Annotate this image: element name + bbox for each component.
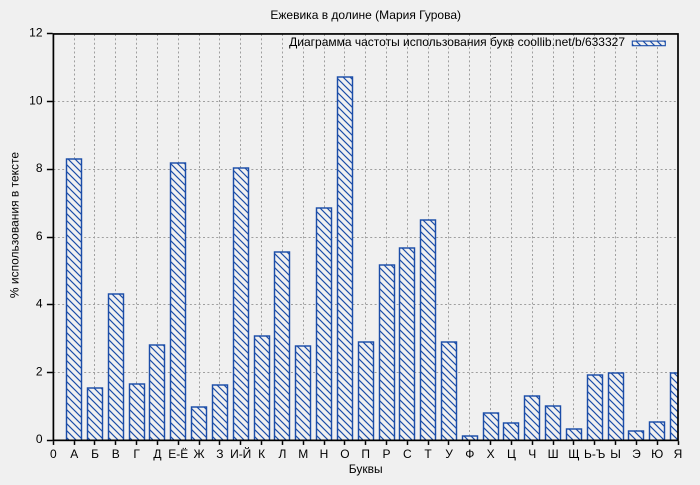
svg-text:4: 4: [36, 297, 43, 311]
svg-text:Ш: Ш: [548, 447, 559, 461]
svg-text:% использования в тексте: % использования в тексте: [8, 152, 22, 298]
svg-text:Я: Я: [674, 447, 683, 461]
svg-text:И-Й: И-Й: [230, 446, 251, 461]
svg-text:12: 12: [29, 26, 43, 40]
svg-text:Диаграмма частоты использовани: Диаграмма частоты использования букв coo…: [289, 35, 625, 49]
svg-text:З: З: [216, 447, 223, 461]
svg-text:Ц: Ц: [507, 447, 516, 461]
svg-text:Ч: Ч: [528, 447, 536, 461]
svg-text:Р: Р: [382, 447, 390, 461]
svg-text:Э: Э: [632, 447, 641, 461]
svg-text:А: А: [70, 447, 78, 461]
svg-text:8: 8: [36, 161, 43, 175]
svg-text:Н: Н: [320, 447, 329, 461]
svg-text:К: К: [258, 447, 265, 461]
svg-text:Г: Г: [133, 447, 140, 461]
svg-text:0: 0: [36, 432, 43, 446]
svg-text:Щ: Щ: [568, 447, 579, 461]
svg-text:Е-Ё: Е-Ё: [168, 447, 188, 461]
svg-text:Ежевика в долине (Мария Гурова: Ежевика в долине (Мария Гурова): [270, 8, 461, 22]
svg-text:Ф: Ф: [465, 447, 474, 461]
svg-text:Б: Б: [91, 447, 99, 461]
svg-text:М: М: [298, 447, 308, 461]
svg-text:Д: Д: [153, 447, 161, 461]
svg-text:Х: Х: [487, 447, 495, 461]
svg-text:Ж: Ж: [194, 447, 205, 461]
svg-text:С: С: [403, 447, 412, 461]
svg-text:О: О: [340, 447, 349, 461]
svg-text:6: 6: [36, 229, 43, 243]
svg-text:Т: Т: [424, 447, 432, 461]
svg-text:Ы: Ы: [610, 447, 621, 461]
svg-text:У: У: [445, 447, 453, 461]
svg-text:Буквы: Буквы: [349, 462, 383, 476]
svg-text:Л: Л: [278, 447, 286, 461]
svg-text:Ь-Ъ: Ь-Ъ: [584, 447, 605, 461]
svg-text:0: 0: [50, 447, 57, 461]
svg-text:П: П: [361, 447, 370, 461]
svg-text:10: 10: [29, 93, 43, 107]
svg-text:2: 2: [36, 364, 43, 378]
svg-text:Ю: Ю: [651, 447, 663, 461]
svg-text:В: В: [112, 447, 120, 461]
